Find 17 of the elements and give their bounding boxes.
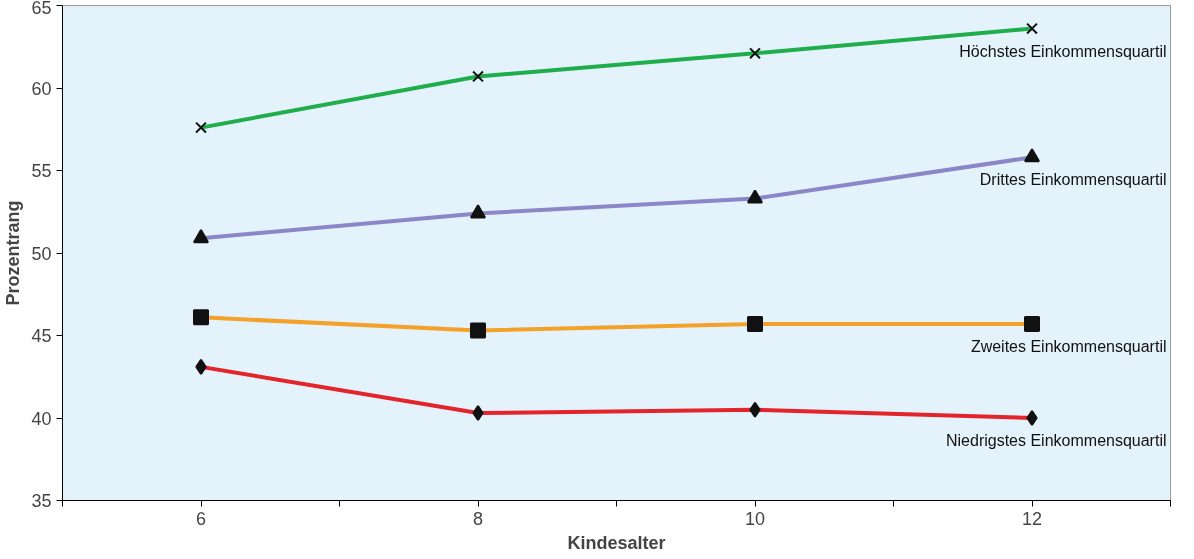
y-tick-label: 65 (31, 0, 52, 18)
x-axis-title: Kindesalter (567, 532, 666, 553)
y-tick-label: 40 (31, 408, 52, 429)
x-tick-label: 10 (744, 508, 766, 529)
x-tick-label: 8 (472, 508, 484, 529)
y-tick-label: 35 (31, 491, 52, 511)
y-tick-label: 50 (31, 243, 52, 264)
series-label: Niedrigstes Einkommensquartil (945, 432, 1167, 449)
y-tick-label: 45 (31, 326, 52, 346)
y-tick-label: 55 (31, 161, 52, 181)
series-label: Drittes Einkommensquartil (979, 171, 1167, 189)
x-tick-label: 6 (195, 508, 207, 529)
x-tick-label: 12 (1021, 508, 1043, 529)
series-label: Höchstes Einkommensquartil (959, 42, 1167, 60)
y-axis-title: Prozentrang (3, 200, 24, 306)
y-tick-label: 60 (31, 78, 52, 99)
series-label: Zweites Einkommensquartil (970, 337, 1167, 355)
